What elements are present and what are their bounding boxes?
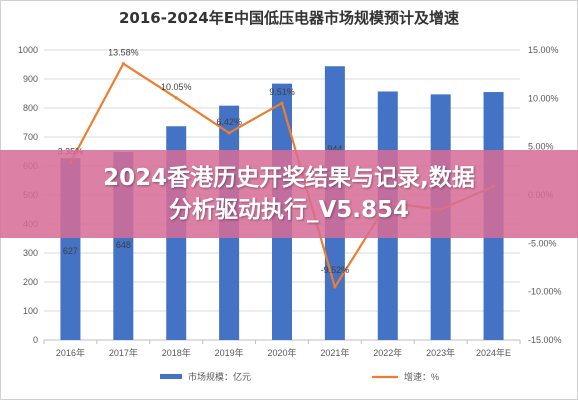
bar-value-label-2016年: 627: [63, 246, 78, 256]
growth-point-2019年: [227, 131, 231, 135]
category-label-2022年: 2022年: [373, 347, 402, 358]
bar-value-label-2017年: 648: [116, 240, 131, 250]
legend-bar-swatch: [160, 374, 182, 379]
bar-value-label-2021年: 944: [327, 144, 342, 154]
category-axis: 2016年 2017年 2018年 2019年 2020年 2021年 2022年 2023年…: [43, 340, 521, 358]
growth-label-2019年: 6.42%: [216, 117, 242, 127]
legend: 市场规模：亿元 增速：%: [160, 371, 439, 382]
left-tick-label-900: 900: [23, 74, 38, 84]
left-tick-label-300: 300: [23, 248, 38, 258]
growth-label-2018年: 10.05%: [161, 82, 192, 92]
left-tick-label-200: 200: [23, 277, 38, 287]
growth-label-2020年: 9.51%: [269, 87, 295, 97]
left-tick-label-1000: 1000: [18, 45, 38, 55]
left-tick-label-100: 100: [23, 306, 38, 316]
left-tick-label-700: 700: [23, 132, 38, 142]
right-tick-label-5: 10.00%: [528, 93, 559, 103]
growth-point-2020年: [280, 101, 284, 105]
right-tick-label-2: -5.00%: [528, 238, 557, 248]
right-tick-label-0: -15.00%: [528, 335, 562, 345]
growth-point-2017年: [121, 62, 125, 66]
growth-point-2021年: [333, 285, 337, 289]
growth-point-2018年: [174, 96, 178, 100]
category-label-2023年: 2023年: [426, 347, 455, 358]
growth-label-2017年: 13.58%: [108, 48, 139, 58]
category-label-2020年: 2020年: [267, 347, 296, 358]
left-tick-label-0: 0: [33, 335, 38, 345]
left-tick-label-800: 800: [23, 103, 38, 113]
right-tick-label-6: 15.00%: [528, 45, 559, 55]
category-label-2024年E: 2024年E: [476, 347, 511, 358]
legend-line-label: 增速：%: [404, 371, 439, 382]
right-tick-label-1: -10.00%: [528, 287, 562, 297]
category-label-2017年: 2017年: [109, 347, 138, 358]
overlay-text-line-1: 2024香港历史开奖结果与记录,数据: [103, 165, 475, 191]
growth-label-2021年: -9.52%: [321, 265, 350, 275]
category-label-2021年: 2021年: [320, 347, 349, 358]
chart-title: 2016-2024年E中国低压电器市场规模预计及增速: [119, 9, 459, 27]
category-label-2018年: 2018年: [162, 347, 191, 358]
legend-bar-label: 市场规模：亿元: [188, 371, 251, 382]
category-label-2019年: 2019年: [215, 347, 244, 358]
overlay-banner: 2024香港历史开奖结果与记录,数据 分析驱动执行_V5.854: [0, 150, 578, 238]
category-label-2016年: 2016年: [56, 347, 85, 358]
right-tick-label-4: 5.00%: [528, 142, 554, 152]
overlay-text-line-2: 分析驱动执行_V5.854: [168, 197, 410, 223]
